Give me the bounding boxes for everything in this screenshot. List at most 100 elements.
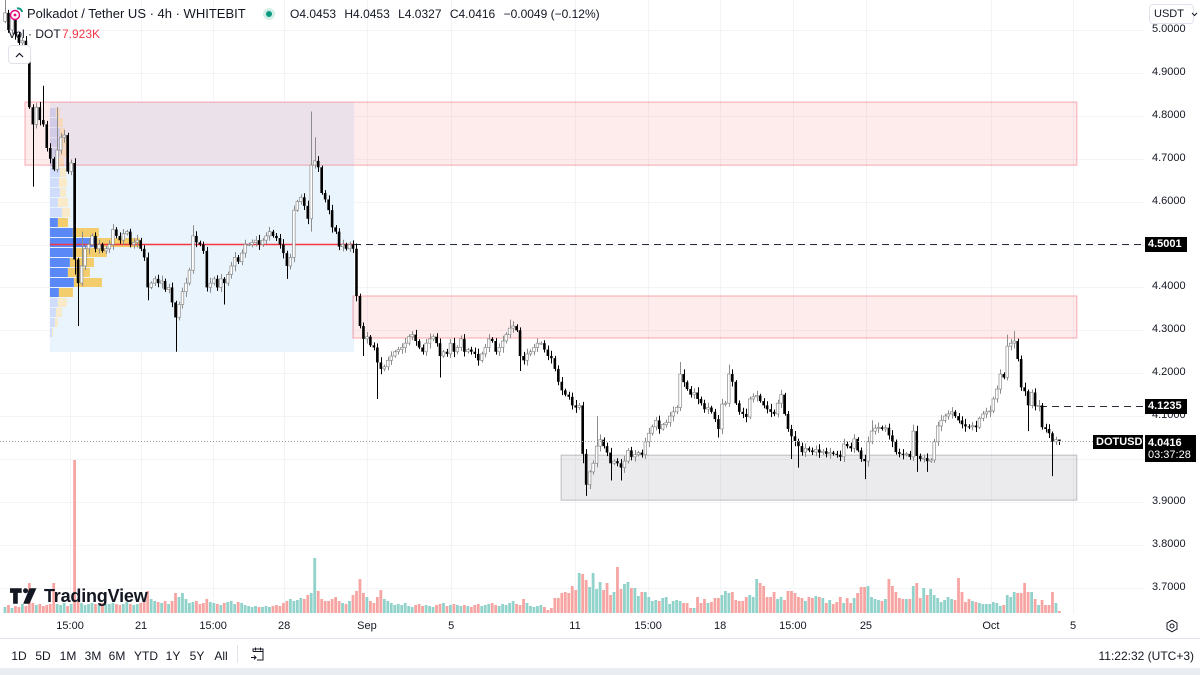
candle <box>3 0 7 24</box>
volume-bar <box>703 599 706 613</box>
volume-bar <box>640 592 644 613</box>
volume-bar <box>476 604 480 613</box>
candle <box>320 165 323 195</box>
volume-bar <box>302 599 306 613</box>
candle <box>640 449 644 458</box>
timezone-clock[interactable]: 11:22:32 (UTC+3) <box>1098 649 1195 663</box>
volume-bar <box>525 603 529 613</box>
candle <box>299 194 303 205</box>
candle <box>170 282 174 308</box>
volume-bar <box>630 588 633 613</box>
volume-bar <box>797 597 800 613</box>
candle <box>838 450 842 461</box>
volume-bar <box>306 595 310 613</box>
volume-bar <box>379 590 383 613</box>
price-axis-label: 4.9000 <box>1152 65 1186 78</box>
volume-indicator-value: 7.923K <box>62 27 101 41</box>
resistance-zone-upper[interactable] <box>24 101 1078 166</box>
volume-bar <box>87 604 90 613</box>
range-button-all[interactable]: All <box>214 649 228 663</box>
range-button-5y[interactable]: 5Y <box>189 649 205 663</box>
range-button-1y[interactable]: 1Y <box>165 649 181 663</box>
price-chart-pane[interactable] <box>0 0 1145 614</box>
volume-bar <box>946 597 950 613</box>
volume-bar <box>619 589 623 613</box>
volume-bar <box>810 598 814 613</box>
candle <box>991 396 995 414</box>
volume-bar <box>487 604 491 613</box>
volume-bar <box>849 603 853 613</box>
volume-profile-down-bar <box>58 178 67 188</box>
volume-profile-range[interactable] <box>49 102 355 353</box>
candle <box>769 403 772 418</box>
candle <box>414 329 417 346</box>
candle <box>410 331 414 341</box>
volume-bar <box>744 597 748 613</box>
calendar-goto-icon[interactable] <box>249 645 267 663</box>
gear-icon[interactable] <box>1165 619 1179 633</box>
range-button-1d[interactable]: 1D <box>11 649 27 663</box>
volume-bar <box>717 598 720 613</box>
volume-bar <box>264 606 268 613</box>
volume-bar <box>97 605 101 613</box>
candle <box>191 225 195 274</box>
volume-bar <box>772 592 776 613</box>
currency-dropdown[interactable]: USDT <box>1149 4 1198 24</box>
candle <box>598 434 602 452</box>
candle <box>741 407 745 419</box>
candle <box>1054 436 1058 445</box>
candle <box>616 458 619 467</box>
candle <box>807 446 811 453</box>
candle <box>372 342 376 351</box>
volume-bar <box>24 606 28 613</box>
range-button-6m[interactable]: 6M <box>108 649 126 663</box>
candle <box>577 403 581 410</box>
range-button-5d[interactable]: 5D <box>35 649 51 663</box>
candle <box>779 389 783 408</box>
volume-bar <box>511 601 515 613</box>
volume-bar <box>633 588 637 613</box>
currency-label: USDT <box>1154 8 1184 20</box>
time-axis-label: Sep <box>357 620 377 632</box>
volume-bar <box>111 603 115 613</box>
volume-profile-up-bar <box>49 188 60 198</box>
time-axis-label: 15:00 <box>56 620 84 632</box>
candle <box>762 398 765 409</box>
candle <box>949 407 954 419</box>
volume-bar <box>887 579 891 613</box>
volume-bar <box>863 587 866 613</box>
candle <box>275 233 278 241</box>
support-zone[interactable] <box>560 454 1078 501</box>
symbol-title[interactable]: Polkadot / Tether US · 4h · WHITEBIT <box>27 6 246 21</box>
candle <box>253 236 258 247</box>
candle <box>327 195 330 215</box>
candle <box>671 406 675 422</box>
volume-bar <box>45 605 49 613</box>
volume-indicator-label[interactable]: Vol · DOT <box>8 27 61 41</box>
collapse-legend-button[interactable] <box>8 45 31 64</box>
volume-bar <box>469 607 473 613</box>
candle <box>723 400 728 407</box>
candle <box>282 239 285 259</box>
volume-bar <box>911 586 915 613</box>
candle <box>518 327 522 372</box>
candle <box>152 275 157 287</box>
range-button-1m[interactable]: 1M <box>59 649 77 663</box>
price-level-tag: 4.1235 <box>1145 399 1187 415</box>
volume-bar <box>953 600 957 613</box>
volume-bar <box>355 591 358 613</box>
volume-profile-up-bar <box>49 118 58 128</box>
candle <box>633 449 637 462</box>
volume-bar <box>727 593 731 613</box>
candle <box>195 231 198 248</box>
range-button-3m[interactable]: 3M <box>84 649 102 663</box>
time-axis-label: 15:00 <box>634 620 662 632</box>
volume-bar <box>257 607 261 613</box>
time-axis[interactable]: 15:00 21 15:00 28 Sep 5 11 15:00 18 15:00 25 Oct 5 <box>0 614 1145 638</box>
candle <box>306 200 310 225</box>
price-axis[interactable]: 5.0000 4.9000 4.8000 4.7000 4.6000 4.4000 4.30… <box>1145 0 1200 614</box>
volume-profile-up-bar <box>49 278 74 288</box>
resistance-zone-lower[interactable] <box>352 295 1078 339</box>
volume-bar <box>292 601 296 613</box>
range-button-ytd[interactable]: YTD <box>134 649 158 663</box>
